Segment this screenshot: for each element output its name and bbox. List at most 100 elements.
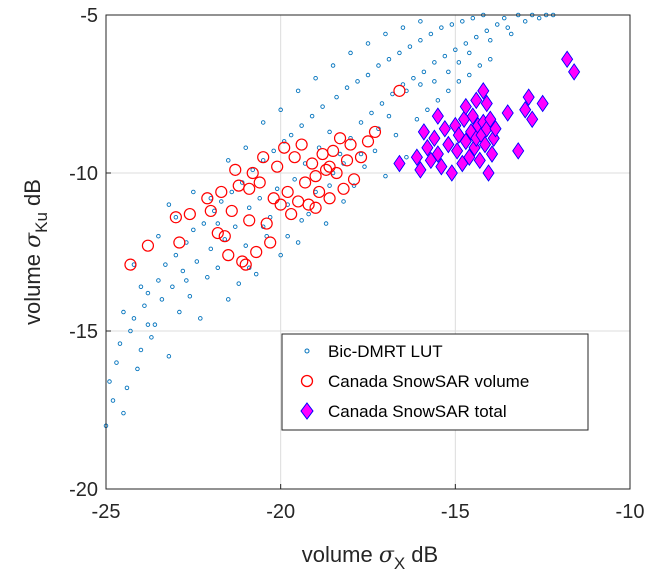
lut-point bbox=[135, 366, 140, 372]
series-snowsar-volume bbox=[124, 84, 406, 271]
volume-point bbox=[124, 258, 137, 271]
lut-point bbox=[226, 158, 231, 163]
lut-point bbox=[309, 113, 315, 119]
lut-point bbox=[379, 101, 385, 106]
volume-point bbox=[215, 185, 228, 199]
total-point bbox=[421, 138, 434, 157]
lut-point bbox=[177, 309, 182, 315]
total-point bbox=[519, 101, 532, 119]
legend-label-lut: Bic-DMRT LUT bbox=[328, 342, 443, 361]
total-point bbox=[414, 161, 427, 179]
lut-point bbox=[470, 15, 476, 21]
legend-marker-lut bbox=[304, 348, 310, 354]
lut-point bbox=[327, 129, 332, 135]
lut-point bbox=[117, 341, 123, 346]
lut-point bbox=[299, 218, 304, 223]
lut-point bbox=[428, 31, 434, 37]
lut-point bbox=[383, 31, 388, 37]
lut-point bbox=[432, 60, 437, 65]
lut-point bbox=[170, 284, 175, 290]
lut-point bbox=[411, 75, 416, 81]
total-point bbox=[428, 129, 441, 148]
lut-point bbox=[219, 199, 224, 204]
legend-box bbox=[281, 333, 589, 431]
lut-point bbox=[208, 246, 214, 252]
volume-point bbox=[222, 249, 235, 262]
volume-point bbox=[312, 185, 326, 199]
total-point bbox=[501, 104, 514, 122]
lut-point bbox=[215, 221, 221, 226]
lut-point bbox=[184, 278, 189, 283]
lut-point bbox=[194, 259, 200, 264]
lut-point bbox=[358, 120, 364, 125]
volume-point bbox=[347, 173, 361, 186]
lut-point bbox=[320, 104, 325, 109]
lut-point bbox=[306, 211, 311, 217]
total-point bbox=[435, 157, 448, 176]
volume-point bbox=[323, 160, 336, 173]
lut-point bbox=[467, 72, 472, 78]
grid-lines bbox=[106, 15, 630, 489]
lut-point bbox=[295, 88, 301, 94]
volume-point bbox=[243, 214, 256, 227]
total-point bbox=[431, 107, 444, 125]
lut-point bbox=[281, 139, 287, 144]
volume-point bbox=[204, 204, 217, 218]
volume-point bbox=[302, 198, 315, 211]
volume-point bbox=[271, 160, 284, 173]
legend: Bic-DMRT LUT Canada SnowSAR volume Canad… bbox=[281, 333, 589, 431]
lut-point bbox=[128, 328, 133, 334]
lut-point bbox=[522, 19, 528, 24]
lut-point bbox=[215, 265, 221, 271]
total-point bbox=[478, 135, 492, 154]
lut-point bbox=[198, 316, 203, 321]
volume-point bbox=[267, 192, 280, 205]
series-bic-dmrt-lut bbox=[103, 12, 556, 429]
lut-point bbox=[501, 15, 507, 21]
volume-point bbox=[281, 185, 294, 199]
lut-point bbox=[418, 82, 423, 87]
lut-point bbox=[205, 275, 210, 280]
x-axis-label: volume σX dB bbox=[302, 542, 438, 573]
volume-point bbox=[278, 141, 291, 154]
lut-point bbox=[365, 41, 371, 46]
y-tick-label: -5 bbox=[80, 5, 98, 27]
total-point bbox=[410, 148, 423, 166]
volume-point bbox=[274, 198, 287, 211]
lut-point bbox=[299, 123, 304, 128]
lut-point bbox=[323, 221, 329, 226]
lut-point bbox=[180, 268, 186, 274]
lut-point bbox=[253, 271, 259, 277]
lut-point bbox=[138, 347, 144, 353]
volume-point bbox=[246, 166, 259, 180]
total-point bbox=[459, 132, 472, 151]
total-point bbox=[489, 119, 502, 138]
lut-point bbox=[278, 252, 283, 258]
lut-point bbox=[414, 117, 420, 122]
lut-point bbox=[477, 63, 483, 68]
plot-frame bbox=[105, 14, 631, 490]
lut-point bbox=[274, 186, 280, 192]
lut-point bbox=[246, 205, 252, 211]
total-point bbox=[485, 145, 499, 163]
volume-point bbox=[309, 201, 322, 214]
volume-point bbox=[173, 236, 186, 249]
volume-point bbox=[340, 154, 354, 167]
lut-point bbox=[435, 98, 441, 103]
volume-point bbox=[393, 84, 406, 97]
lut-point bbox=[173, 214, 179, 220]
lut-point bbox=[474, 34, 479, 40]
lut-point bbox=[365, 72, 371, 78]
lut-point bbox=[257, 196, 262, 201]
volume-point bbox=[306, 157, 319, 170]
lut-point bbox=[278, 107, 283, 113]
lut-point bbox=[453, 47, 458, 53]
lut-point bbox=[351, 183, 357, 188]
total-point bbox=[463, 148, 476, 166]
volume-point bbox=[183, 207, 196, 221]
volume-point bbox=[239, 258, 252, 271]
lut-point bbox=[348, 50, 353, 56]
x-tick-label: -25 bbox=[92, 501, 121, 523]
lut-point bbox=[439, 25, 444, 30]
volume-point bbox=[323, 192, 336, 205]
